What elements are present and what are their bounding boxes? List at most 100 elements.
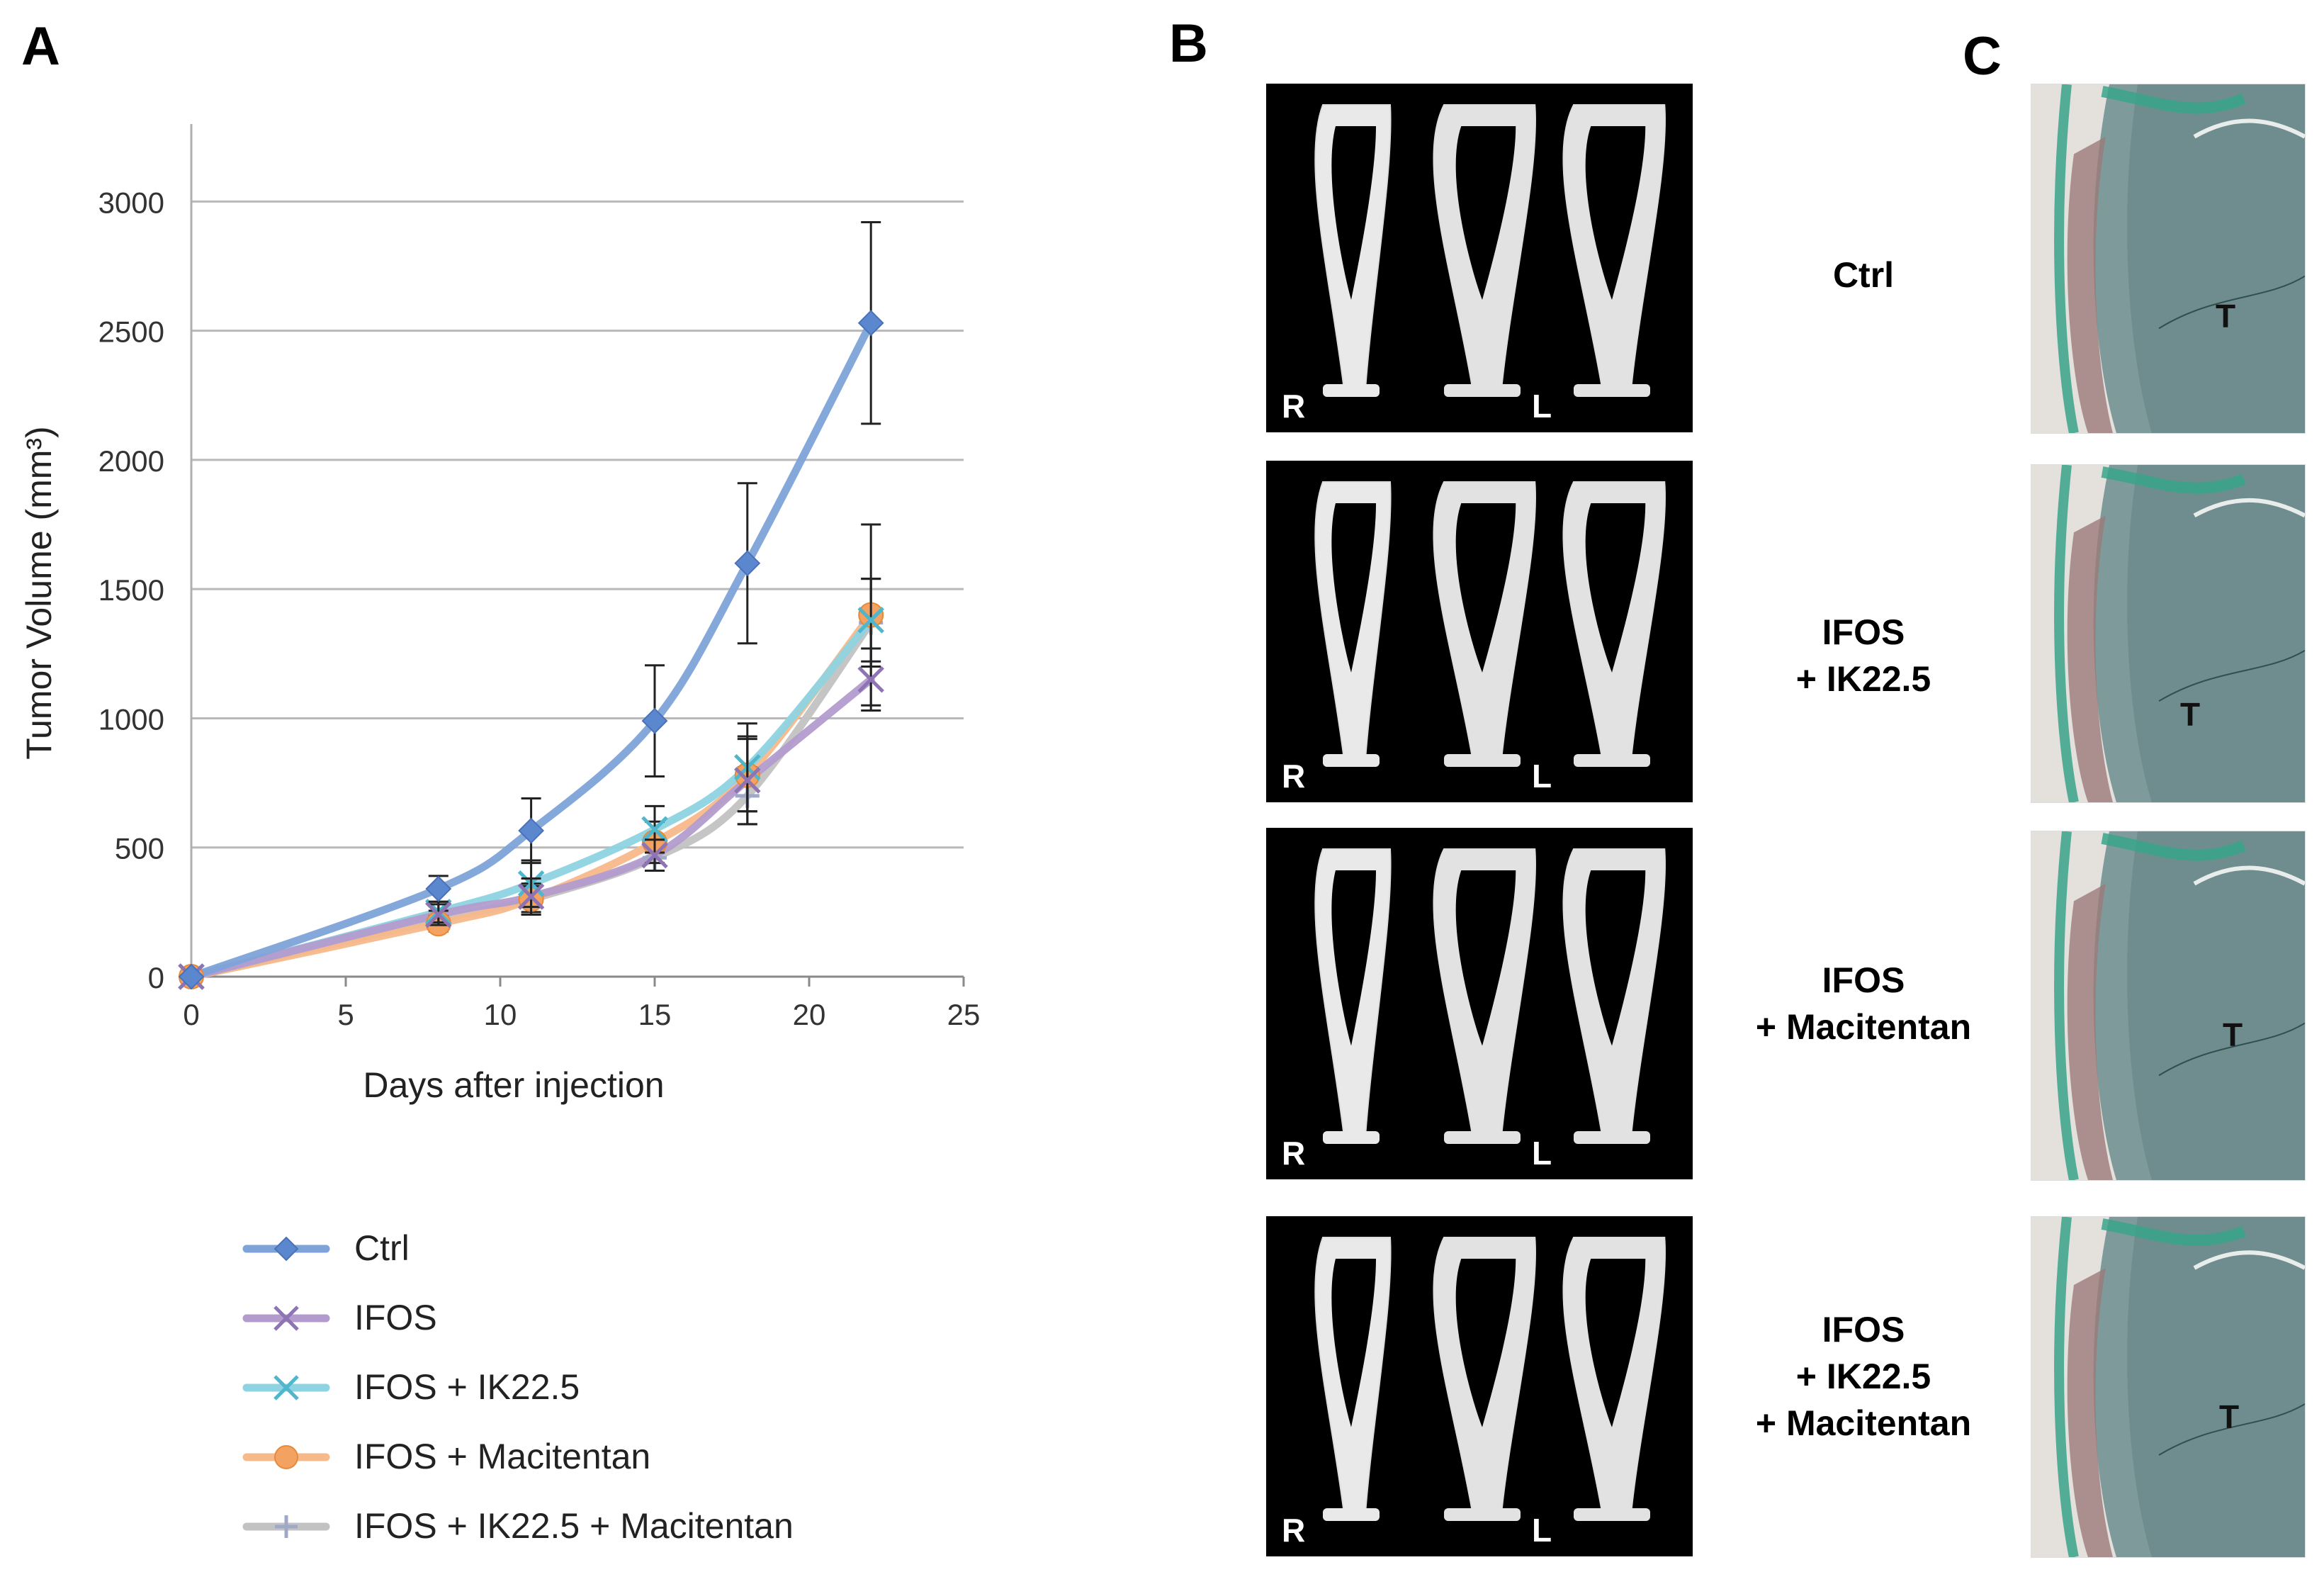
x-tick-label: 0 bbox=[183, 998, 199, 1031]
series-3 bbox=[187, 611, 875, 981]
group-label: IFOS + IK22.5 bbox=[1715, 609, 2012, 702]
bone-shape bbox=[1433, 848, 1536, 1144]
ct-label-left-leg: L bbox=[1532, 1512, 1552, 1549]
group-label: Ctrl bbox=[1715, 252, 2012, 298]
panel-label-c: C bbox=[1963, 26, 2002, 86]
series-0-points bbox=[178, 221, 884, 990]
x-tick-label: 25 bbox=[947, 998, 981, 1031]
y-tick-label: 0 bbox=[148, 961, 164, 994]
group-label-line: + Macitentan bbox=[1755, 1007, 1972, 1047]
marker-diamond bbox=[641, 707, 668, 734]
group-label: IFOS + IK22.5 + Macitentan bbox=[1715, 1306, 2012, 1447]
bone-shape bbox=[1433, 1237, 1536, 1521]
marker-x bbox=[734, 767, 761, 794]
histology-panel: T bbox=[2031, 464, 2306, 803]
marker-x bbox=[857, 666, 884, 693]
x-tick-label: 20 bbox=[793, 998, 826, 1031]
group-label-line: + Macitentan bbox=[1755, 1403, 1972, 1443]
series-2-points bbox=[178, 578, 884, 990]
tumor-label: T bbox=[2219, 1398, 2240, 1435]
group-label-line: + IK22.5 bbox=[1795, 1357, 1931, 1396]
bone-render bbox=[1314, 1237, 1666, 1521]
ct-label-right-leg: R bbox=[1282, 758, 1306, 795]
marker-x bbox=[425, 901, 452, 928]
legend-swatch bbox=[242, 1236, 330, 1262]
legend-label: IFOS + IK22.5 bbox=[354, 1367, 580, 1407]
tumor-label: T bbox=[2216, 298, 2236, 335]
x-tick-label: 10 bbox=[484, 998, 517, 1031]
series-line bbox=[187, 675, 875, 981]
marker-x bbox=[857, 607, 884, 634]
bone-shape bbox=[1314, 481, 1392, 767]
y-tick-label: 1000 bbox=[98, 702, 164, 736]
bone-shape bbox=[1562, 848, 1666, 1144]
marker-x bbox=[517, 883, 545, 910]
bone-shape bbox=[1433, 104, 1536, 397]
legend-swatch bbox=[242, 1306, 330, 1331]
series-0 bbox=[187, 319, 875, 981]
y-tick-label: 2500 bbox=[98, 315, 164, 349]
legend-label: IFOS + Macitentan bbox=[354, 1437, 651, 1476]
marker-diamond bbox=[734, 550, 761, 577]
bone-shape bbox=[1562, 1237, 1666, 1521]
y-axis-label: Tumor Volume (mm³) bbox=[19, 426, 59, 759]
tissue-stain bbox=[2031, 465, 2305, 802]
legend-label: IFOS bbox=[354, 1298, 437, 1337]
legend-item: IFOS + IK22.5 bbox=[241, 1358, 949, 1422]
bone-render bbox=[1314, 848, 1666, 1144]
marker-diamond bbox=[518, 817, 545, 844]
marker-diamond bbox=[425, 875, 452, 902]
ct-label-right-leg: R bbox=[1282, 388, 1306, 425]
group-label: IFOS + Macitentan bbox=[1715, 957, 2012, 1050]
y-tick-label: 500 bbox=[115, 832, 164, 865]
legend-swatch bbox=[242, 1375, 330, 1400]
tumor-volume-chart: 0 500 1000 1500 2000 2500 3000 0 5 10 15 20 25 Days a… bbox=[19, 124, 981, 1105]
panel-label-b: B bbox=[1169, 13, 1208, 74]
histology-panel: T bbox=[2031, 831, 2306, 1181]
series-line bbox=[187, 319, 875, 981]
bone-shape bbox=[1562, 481, 1666, 767]
tissue-stain bbox=[2031, 84, 2305, 433]
legend-item: IFOS bbox=[241, 1289, 949, 1352]
panel-label-a: A bbox=[21, 16, 60, 77]
legend-label: Ctrl bbox=[354, 1228, 410, 1268]
group-label-line: IFOS bbox=[1822, 1310, 1905, 1349]
legend-swatch bbox=[242, 1445, 330, 1469]
series-4-points bbox=[179, 578, 884, 989]
bone-shape bbox=[1314, 104, 1392, 397]
group-label-line: IFOS bbox=[1822, 960, 1905, 1000]
marker-diamond bbox=[857, 310, 884, 337]
x-axis-label: Days after injection bbox=[363, 1065, 664, 1105]
ct-label-left-leg: L bbox=[1532, 1135, 1552, 1172]
bone-shape bbox=[1314, 848, 1392, 1144]
tissue-stain bbox=[2031, 831, 2305, 1180]
group-label-line: + IK22.5 bbox=[1795, 659, 1931, 699]
tumor-label: T bbox=[2223, 1016, 2243, 1053]
ct-label-left-leg: L bbox=[1532, 758, 1552, 795]
series-line bbox=[187, 611, 875, 981]
group-label-line: Ctrl bbox=[1832, 255, 1895, 295]
ct-label-right-leg: R bbox=[1282, 1135, 1306, 1172]
tumor-label: T bbox=[2180, 696, 2201, 733]
ct-label-right-leg: R bbox=[1282, 1512, 1306, 1549]
bone-shape bbox=[1433, 481, 1536, 767]
tissue-stain bbox=[2031, 1217, 2305, 1557]
group-label-line: IFOS bbox=[1822, 612, 1905, 652]
legend-label: IFOS + IK22.5 + Macitentan bbox=[354, 1506, 794, 1546]
x-tick-label: 15 bbox=[638, 998, 672, 1031]
marker-x bbox=[641, 816, 668, 843]
bone-render bbox=[1314, 481, 1666, 767]
y-tick-label: 1500 bbox=[98, 573, 164, 607]
bone-render bbox=[1314, 104, 1666, 397]
ct-label-left-leg: L bbox=[1532, 388, 1552, 425]
bone-shape bbox=[1562, 104, 1666, 397]
y-tick-label: 2000 bbox=[98, 444, 164, 478]
marker-x bbox=[641, 841, 668, 869]
series-1 bbox=[187, 675, 875, 981]
x-tick-label: 5 bbox=[337, 998, 354, 1031]
legend-item: Ctrl bbox=[241, 1219, 949, 1283]
